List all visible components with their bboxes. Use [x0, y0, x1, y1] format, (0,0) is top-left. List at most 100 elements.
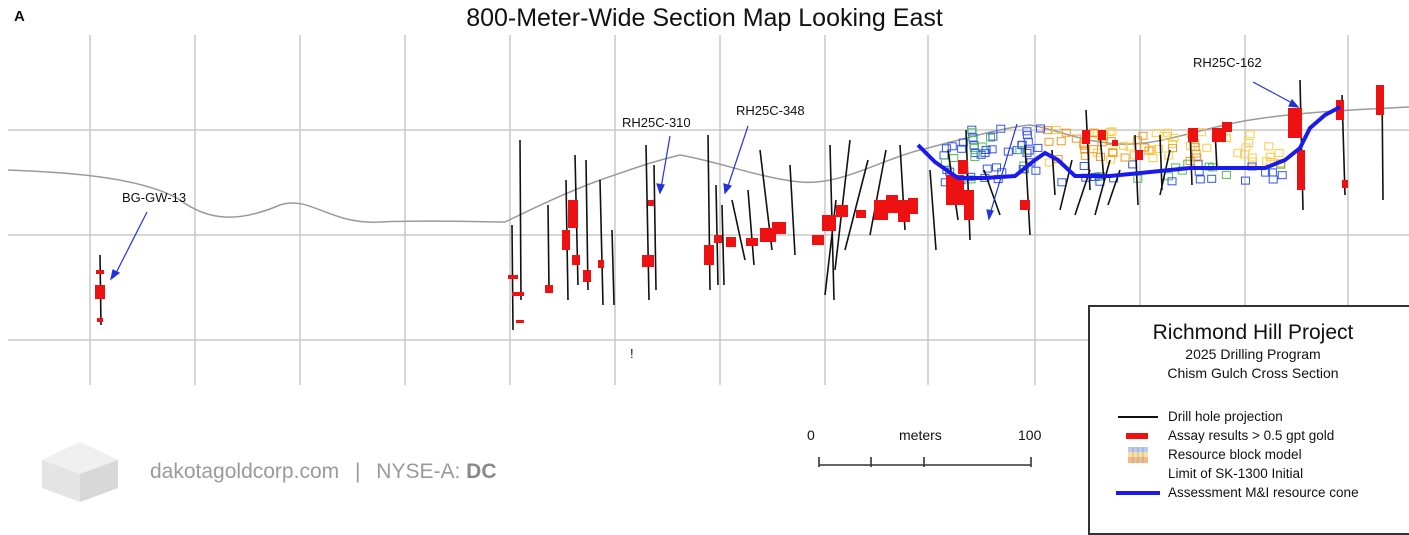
block-cell	[1168, 144, 1177, 153]
assay-interval	[97, 318, 103, 322]
block-cell	[1264, 142, 1274, 151]
block-cell	[1107, 127, 1117, 136]
block-cell	[1022, 148, 1032, 157]
block-cell	[1012, 146, 1022, 155]
drill-hole	[519, 139, 522, 301]
hole-label-bg-gw-13: BG-GW-13	[122, 190, 187, 205]
assay-interval	[1082, 130, 1090, 144]
assay-interval	[1376, 85, 1384, 115]
drill-hole	[824, 199, 837, 296]
assay-interval	[1188, 128, 1198, 142]
assay-interval	[583, 270, 591, 282]
block-cell	[1207, 174, 1217, 183]
block-cell	[1147, 145, 1156, 154]
block-cell	[1051, 126, 1061, 134]
block-cell	[1192, 153, 1202, 162]
blue-line-icon	[1116, 490, 1160, 495]
legend-item: Resource block model	[1108, 445, 1359, 464]
assay-interval	[1297, 150, 1305, 190]
block-cell	[1267, 168, 1277, 177]
block-cell	[976, 150, 986, 159]
block-cell	[1167, 139, 1177, 148]
section-map	[7, 35, 1409, 385]
scale-bar: 0 meters 100	[800, 425, 1060, 475]
drill-hole	[844, 159, 869, 251]
block-cell	[939, 151, 949, 160]
drill-hole	[1094, 159, 1111, 216]
assay-interval	[898, 200, 910, 222]
block-cell	[1080, 151, 1090, 160]
block-cell	[1056, 137, 1066, 146]
block-cell	[941, 144, 951, 153]
block-cell	[1268, 175, 1278, 184]
drill-hole	[707, 134, 711, 291]
footer-text: dakotagoldcorp.com | NYSE-A: DC	[150, 460, 497, 483]
scale-ruler	[818, 457, 1032, 467]
block-cell	[967, 128, 977, 137]
assay-interval	[572, 255, 580, 265]
block-cell	[1018, 165, 1028, 174]
assay-interval	[512, 292, 524, 296]
topography-line	[7, 106, 1409, 223]
assay-interval	[886, 195, 898, 213]
block-cell	[1095, 152, 1105, 161]
drill-hole	[731, 199, 746, 261]
drill-hole	[929, 169, 937, 251]
assay-interval	[856, 210, 866, 218]
assay-interval	[1288, 108, 1302, 138]
hole-label-rh25c-310: RH25C-310	[622, 115, 691, 130]
panel-letter: A	[14, 8, 25, 25]
drill-hole	[585, 159, 589, 291]
assay-interval	[95, 285, 105, 299]
block-cell	[1153, 144, 1163, 153]
legend-subtitle-2: Chism Gulch Cross Section	[1167, 365, 1339, 381]
resource-block-model	[939, 124, 1287, 187]
block-cell	[1125, 142, 1135, 151]
scale-end-label: 100	[1018, 427, 1042, 443]
block-cell	[982, 164, 992, 173]
block-cell	[1071, 134, 1081, 143]
block-cell	[1274, 149, 1284, 157]
legend-item: Limit of SK-1300 Initial	[1168, 466, 1304, 481]
block-cell	[1088, 145, 1098, 154]
assay-interval	[642, 255, 654, 267]
assay-intervals	[95, 85, 1384, 323]
block-cell	[1202, 143, 1212, 152]
label-pointers	[110, 81, 1300, 281]
block-cell	[1248, 157, 1258, 166]
black-line-icon	[1118, 415, 1158, 418]
assay-interval	[598, 260, 604, 268]
block-cell	[1151, 129, 1161, 138]
drill-hole	[1099, 134, 1105, 181]
block-cell	[1079, 162, 1089, 170]
block-cell	[1061, 128, 1071, 137]
assay-interval	[1112, 140, 1118, 146]
block-cell	[1036, 124, 1045, 133]
assay-interval	[908, 198, 918, 214]
block-cell	[988, 132, 998, 141]
legend-item: Assay results > 0.5 gpt gold	[1108, 426, 1359, 445]
map-grid	[8, 35, 1409, 385]
drill-hole	[789, 164, 796, 256]
block-cell	[1133, 136, 1143, 145]
block-grid-icon	[1128, 446, 1148, 463]
block-cell	[1120, 153, 1130, 162]
assay-interval	[874, 200, 888, 220]
assay-interval	[1342, 180, 1348, 188]
assay-interval	[96, 270, 104, 274]
block-cell	[949, 154, 959, 162]
scale-unit-label: meters	[899, 427, 942, 443]
block-cell	[1221, 170, 1231, 179]
assay-interval	[1135, 150, 1143, 160]
block-cell	[1108, 148, 1118, 157]
block-cell	[987, 145, 997, 154]
assay-interval	[822, 215, 836, 231]
company-logo-icon	[42, 442, 118, 502]
block-cell	[1244, 139, 1254, 147]
assay-interval	[545, 285, 553, 293]
block-cell	[968, 136, 978, 145]
block-cell	[996, 124, 1006, 133]
legend-items: Drill hole projection Assay results > 0.…	[1108, 407, 1359, 502]
block-cell	[1015, 146, 1025, 154]
block-cell	[947, 142, 957, 151]
